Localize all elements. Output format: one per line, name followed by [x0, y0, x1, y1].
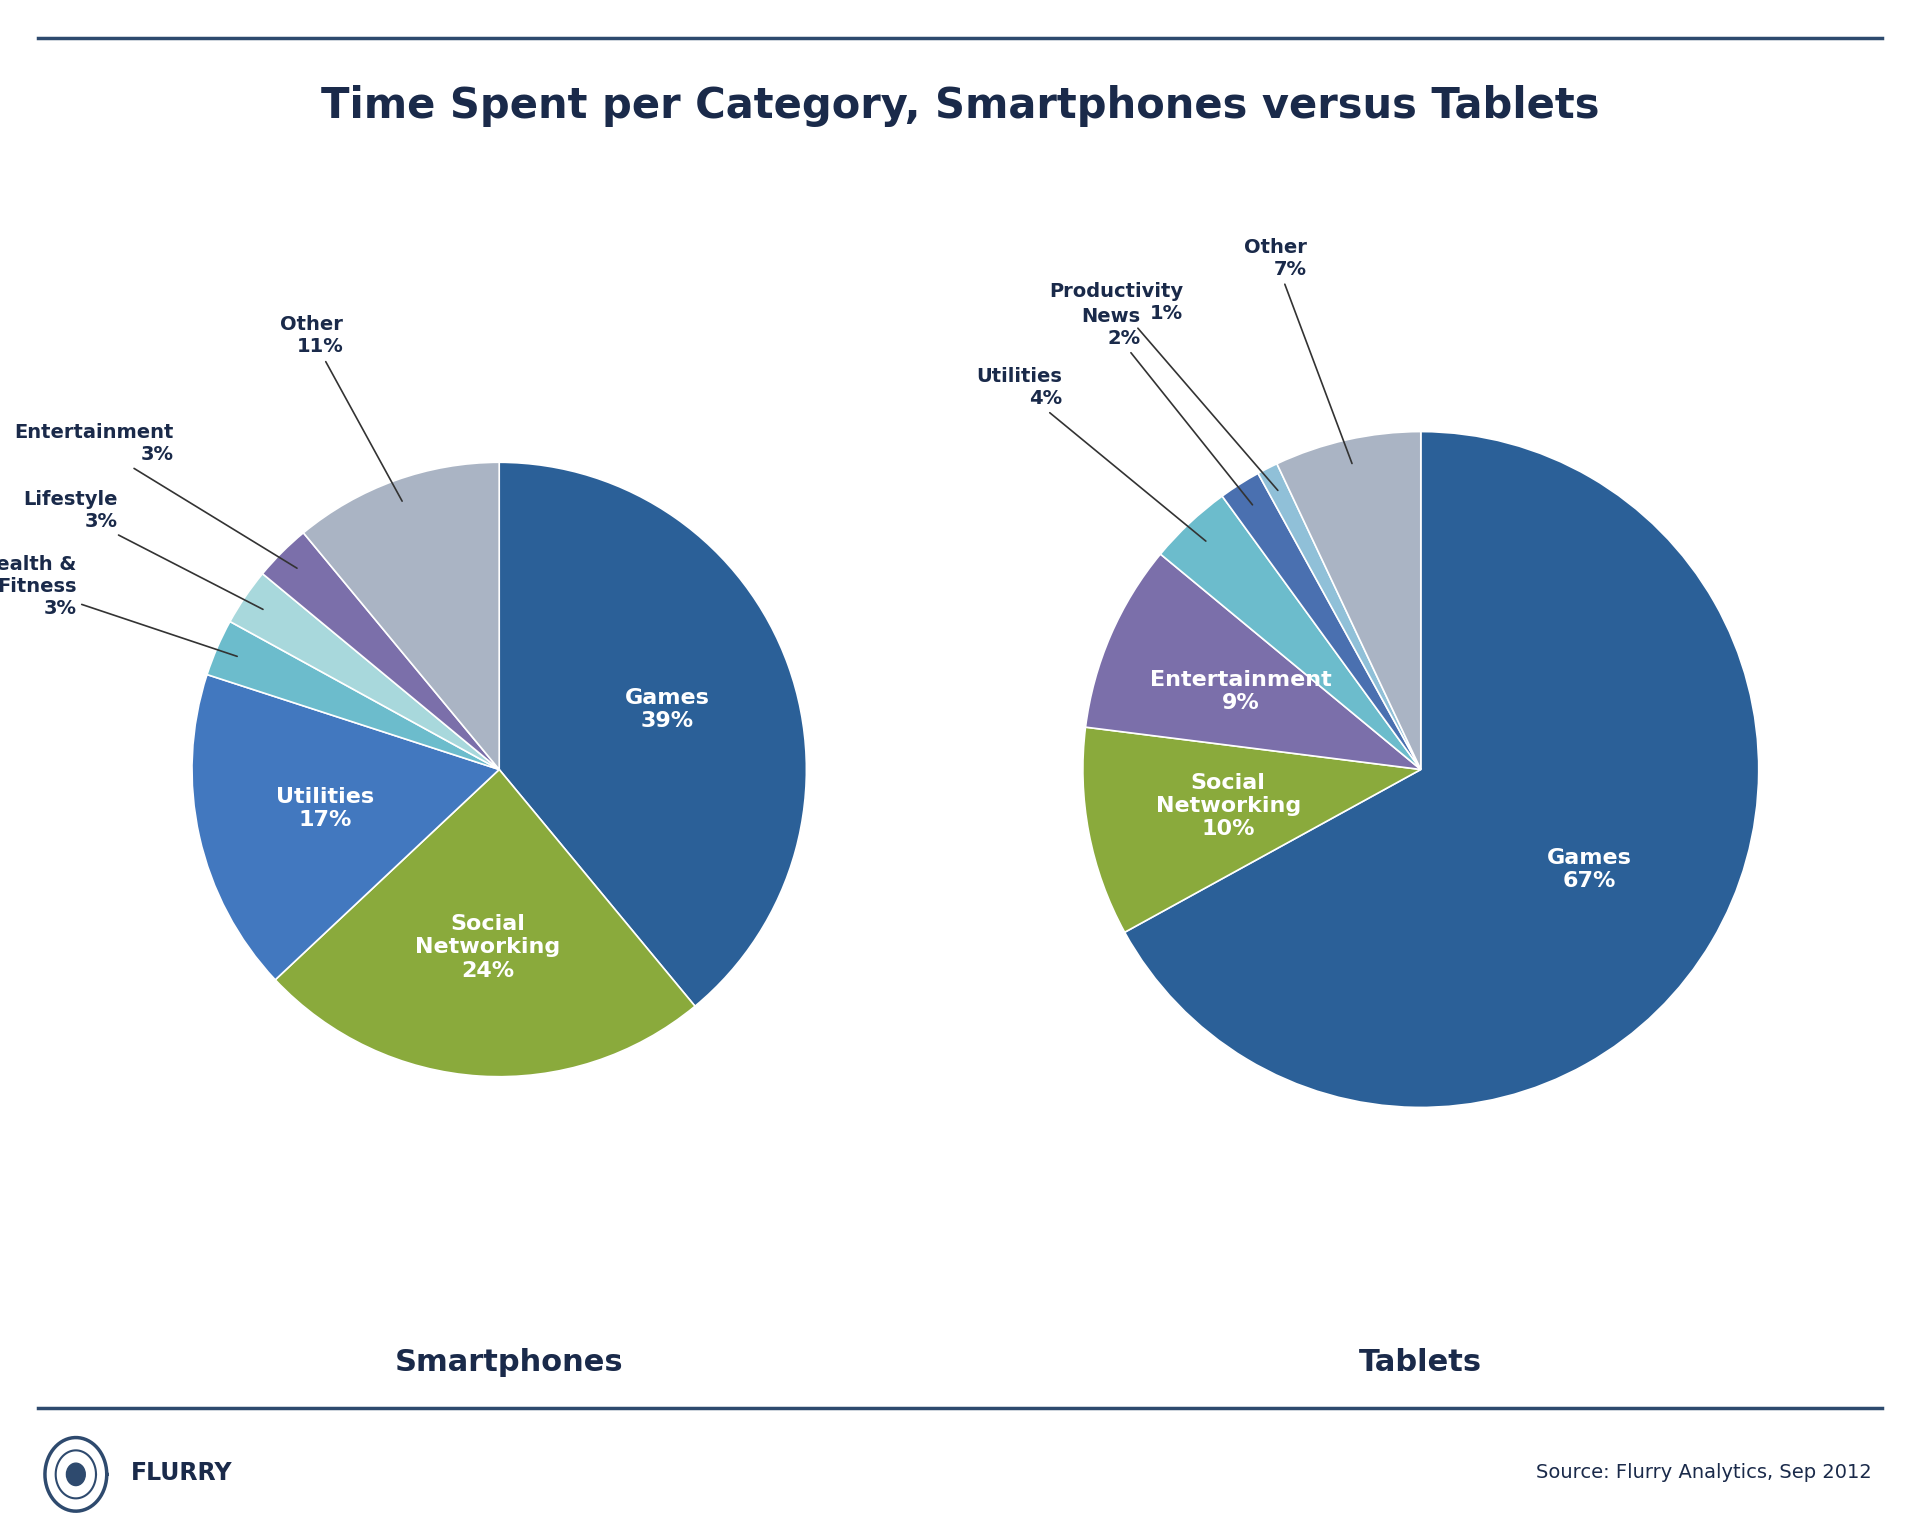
- Wedge shape: [207, 622, 499, 770]
- Wedge shape: [499, 462, 806, 1007]
- Text: Smartphones: Smartphones: [394, 1348, 624, 1376]
- Text: Health &
Fitness
3%: Health & Fitness 3%: [0, 556, 238, 656]
- Text: Games
39%: Games 39%: [624, 688, 708, 731]
- Text: Social
Networking
24%: Social Networking 24%: [415, 914, 561, 980]
- Text: Social
Networking
10%: Social Networking 10%: [1156, 773, 1302, 839]
- Wedge shape: [192, 674, 499, 980]
- Text: FLURRY: FLURRY: [131, 1461, 232, 1485]
- Text: Games
67%: Games 67%: [1548, 848, 1632, 891]
- Text: Productivity
1%: Productivity 1%: [1048, 282, 1279, 491]
- Text: Entertainment
9%: Entertainment 9%: [1150, 669, 1332, 713]
- Wedge shape: [230, 574, 499, 770]
- Wedge shape: [1277, 431, 1421, 770]
- Wedge shape: [1085, 554, 1421, 770]
- Wedge shape: [263, 532, 499, 770]
- Wedge shape: [1083, 726, 1421, 933]
- Text: Utilities
4%: Utilities 4%: [977, 368, 1206, 542]
- Text: Utilities
17%: Utilities 17%: [276, 786, 374, 830]
- Text: Source: Flurry Analytics, Sep 2012: Source: Flurry Analytics, Sep 2012: [1536, 1464, 1872, 1482]
- Wedge shape: [1223, 474, 1421, 770]
- Text: Tablets: Tablets: [1359, 1348, 1482, 1376]
- Wedge shape: [1125, 431, 1759, 1108]
- Text: Other
11%: Other 11%: [280, 315, 401, 502]
- Text: Entertainment
3%: Entertainment 3%: [13, 423, 298, 568]
- Wedge shape: [303, 462, 499, 770]
- Wedge shape: [1258, 463, 1421, 770]
- Text: Other
7%: Other 7%: [1244, 239, 1352, 463]
- Circle shape: [67, 1464, 84, 1485]
- Wedge shape: [1160, 496, 1421, 770]
- Text: News
2%: News 2%: [1081, 306, 1252, 505]
- Text: Lifestyle
3%: Lifestyle 3%: [23, 489, 263, 609]
- Text: Time Spent per Category, Smartphones versus Tablets: Time Spent per Category, Smartphones ver…: [321, 85, 1599, 126]
- Wedge shape: [275, 770, 695, 1077]
